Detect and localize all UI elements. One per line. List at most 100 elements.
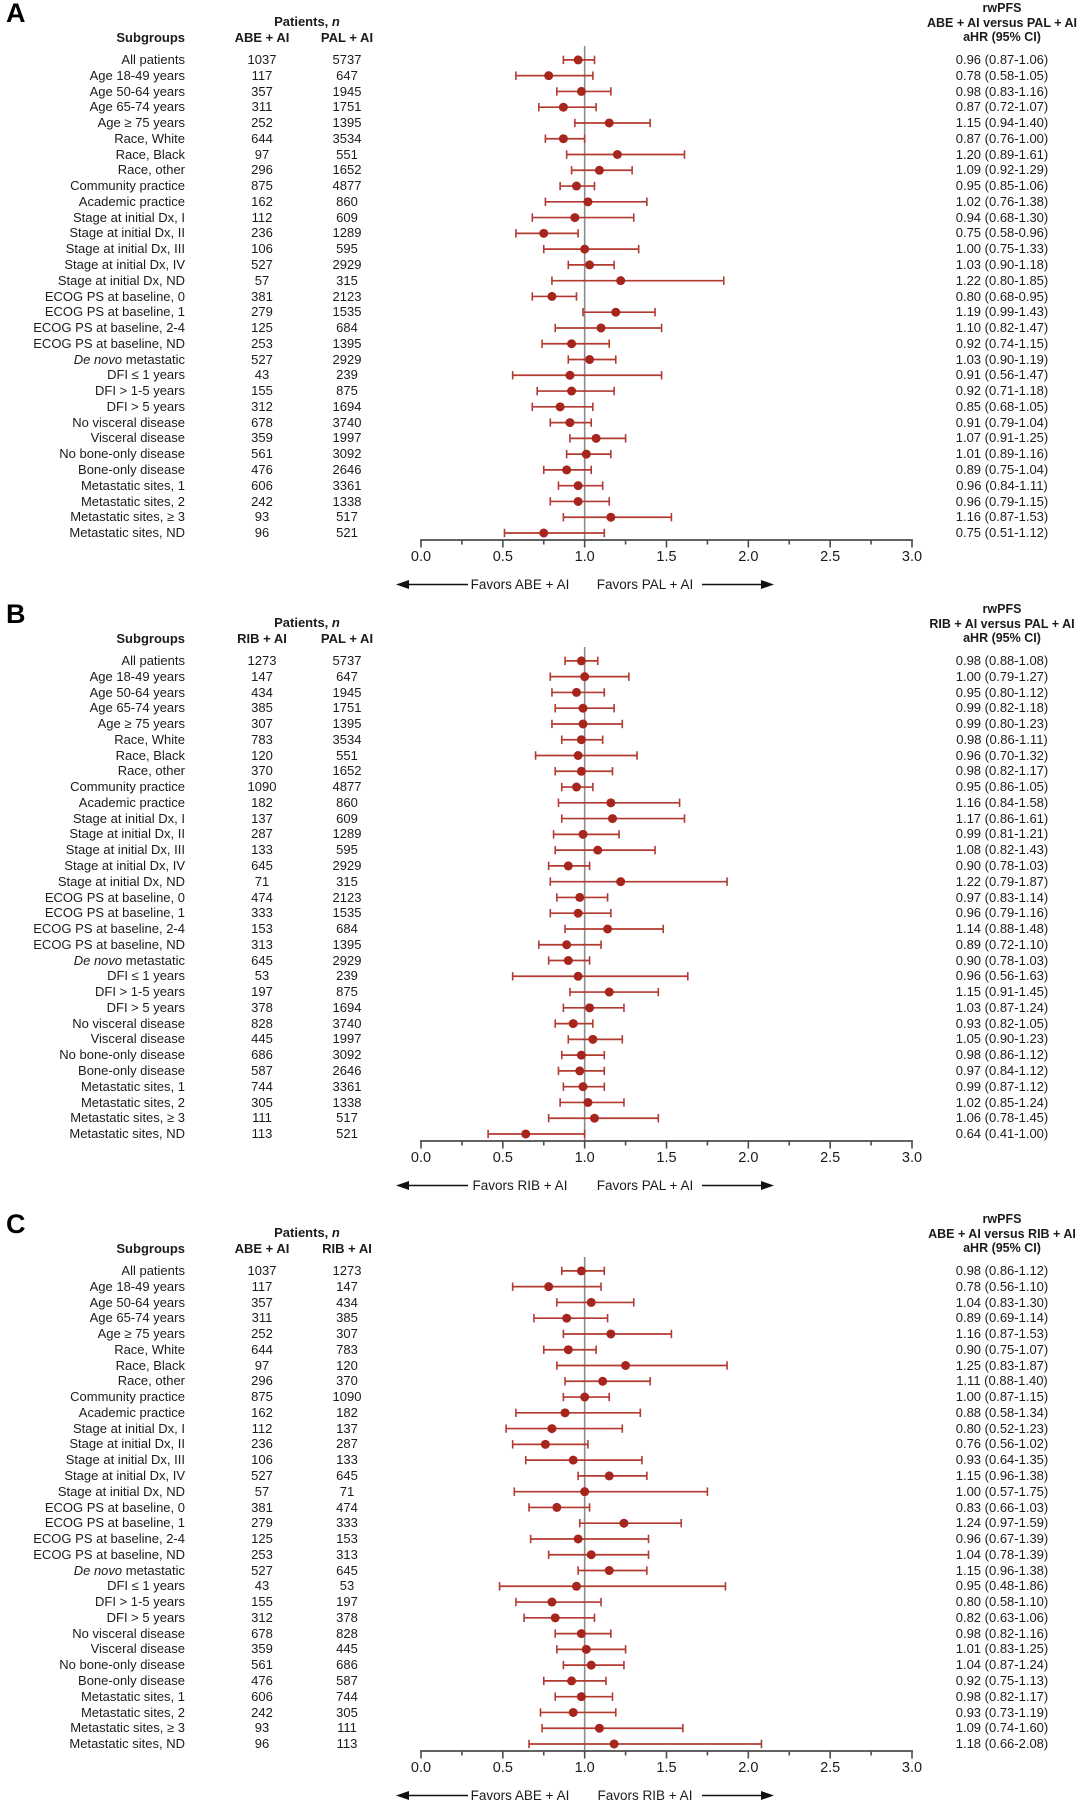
patients-n-col2: 2929 [332, 257, 362, 272]
hr-point-marker [603, 924, 613, 934]
hr-point-marker [621, 1361, 631, 1371]
axis-tick-label: 3.0 [901, 549, 923, 565]
ahr-ci-text: 0.76 (0.56-1.02) [955, 1436, 1049, 1452]
comparison-header: RIB + AI versus PAL + AI [929, 616, 1075, 631]
ahr-ci-text: 0.95 (0.85-1.06) [955, 178, 1049, 194]
patients-n-col1: 287 [251, 826, 273, 842]
subgroup-label: DFI ≤ 1 years [107, 367, 185, 383]
ahr-ci-header: aHR (95% CI) [963, 30, 1041, 44]
hr-point-marker [604, 118, 614, 128]
hr-point-marker [539, 528, 549, 538]
subgroup-row: Community practice 875 1090 1.00 (0.87-1.15… [0, 1389, 1080, 1405]
hr-point-marker [544, 71, 554, 81]
patients-n-col2: 1997 [332, 1031, 362, 1047]
ahr-ci-text: 0.98 (0.82-1.17) [955, 1688, 1049, 1704]
subgroup-label: ECOG PS at baseline, ND [33, 335, 185, 351]
patients-n-col1: 253 [251, 335, 273, 351]
patients-n-col2: 1273 [332, 1263, 362, 1278]
subgroup-label: Metastatic sites, ≥ 3 [70, 509, 185, 525]
subgroup-row: ECOG PS at baseline, 2-4 125 684 1.10 (0.82… [0, 320, 1080, 336]
patients-n-col1: 296 [251, 1373, 273, 1389]
axis-tick-label: 2.0 [738, 549, 759, 565]
ahr-ci-text: 0.87 (0.72-1.07) [955, 99, 1049, 115]
ahr-ci-text: 0.95 (0.86-1.05) [955, 779, 1049, 795]
subgroup-label: DFI > 1-5 years [95, 984, 185, 1000]
ahr-ci-text: 0.98 (0.82-1.16) [955, 1625, 1049, 1641]
subgroup-row: Race, other 296 370 1.11 (0.88-1.40) [0, 1373, 1080, 1389]
patients-n-col2: 1751 [332, 99, 362, 115]
subgroup-row: Stage at initial Dx, IV 527 645 1.15 (0.96-… [0, 1468, 1080, 1484]
subgroup-row: ECOG PS at baseline, 1 279 333 1.24 (0.97-1… [0, 1515, 1080, 1531]
subgroup-label: DFI ≤ 1 years [107, 1578, 185, 1594]
subgroup-label: Age 18-49 years [89, 67, 185, 83]
hr-point-marker [588, 1034, 598, 1044]
hr-point-marker [586, 1550, 596, 1560]
ahr-ci-text: 0.98 (0.86-1.11) [956, 731, 1048, 747]
subgroup-row: Stage at initial Dx, III 133 595 1.08 (0.82… [0, 842, 1080, 858]
hr-point-marker [567, 339, 577, 349]
patients-n-col1: 112 [251, 209, 273, 225]
patients-n-col1: 125 [251, 320, 273, 336]
patients-n-col2: 2929 [332, 952, 362, 968]
patients-n-col1: 644 [251, 1341, 273, 1357]
patients-n-col1: 686 [251, 1047, 273, 1063]
subgroup-label: Stage at initial Dx, III [65, 241, 185, 257]
patients-n-col2: 287 [336, 1436, 358, 1452]
subgroup-row: Age ≥ 75 years 307 1395 0.99 (0.80-1.23) [0, 716, 1080, 732]
hr-point-marker [583, 197, 593, 207]
patients-n-col2: 1652 [332, 162, 362, 178]
subgroup-row: All patients 1037 1273 0.98 (0.86-1.12) [0, 1263, 1080, 1279]
ahr-ci-text: 1.10 (0.82-1.47) [955, 320, 1049, 336]
ahr-ci-text: 0.80 (0.68-0.95) [955, 288, 1049, 304]
patients-n-italic: n [331, 1225, 340, 1240]
patients-n-col1: 97 [254, 146, 270, 162]
subgroup-row: Stage at initial Dx, IV 527 2929 1.03 (0.90… [0, 257, 1080, 273]
subgroup-row: ECOG PS at baseline, 0 474 2123 0.97 (0.83-… [0, 890, 1080, 906]
ahr-ci-text: 1.00 (0.57-1.75) [955, 1483, 1049, 1499]
patients-n-col1: 312 [251, 398, 273, 414]
patients-n-col1: 357 [251, 83, 273, 99]
hr-point-marker [547, 291, 557, 301]
subgroup-row: Academic practice 182 860 1.16 (0.84-1.58) [0, 795, 1080, 811]
subgroup-row: Metastatic sites, 2 305 1338 1.02 (0.85-1.2… [0, 1095, 1080, 1111]
ahr-ci-text: 0.96 (0.87-1.06) [955, 52, 1049, 67]
ahr-ci-text: 0.91 (0.79-1.04) [955, 414, 1049, 430]
subgroup-row: Metastatic sites, ND 96 521 0.75 (0.51-1.12… [0, 525, 1080, 541]
subgroup-label: Age 65-74 years [89, 99, 185, 115]
subgroup-label: De novo metastatic [73, 1562, 185, 1578]
ahr-ci-text: 0.96 (0.79-1.15) [955, 493, 1049, 509]
subgroup-row: All patients 1273 5737 0.98 (0.88-1.08) [0, 653, 1080, 669]
subgroup-row: Stage at initial Dx, III 106 595 1.00 (0.75… [0, 241, 1080, 257]
patients-n-col2: 3092 [332, 446, 362, 462]
forest-plot-canvas [396, 46, 913, 589]
patients-n-col2: 1694 [332, 398, 362, 414]
subgroup-row: De novo metastatic 527 645 1.15 (0.96-1.38) [0, 1563, 1080, 1579]
subgroup-row: Metastatic sites, 2 242 1338 0.96 (0.79-1.1… [0, 494, 1080, 510]
subgroup-row: DFI ≤ 1 years 53 239 0.96 (0.56-1.63) [0, 968, 1080, 984]
subgroup-label: Stage at initial Dx, II [69, 1436, 185, 1452]
subgroup-row: Age 18-49 years 147 647 1.00 (0.79-1.27) [0, 669, 1080, 685]
hr-point-marker [573, 496, 583, 506]
axis-tick-label: 1.5 [656, 1150, 677, 1166]
subgroup-rows: All patients 1037 5737 0.96 (0.87-1.06) Age … [0, 0, 1080, 598]
subgroup-label: Metastatic sites, ND [69, 1126, 185, 1142]
ahr-ci-text: 0.99 (0.80-1.23) [955, 716, 1049, 732]
subgroup-row: Bone-only disease 476 587 0.92 (0.75-1.13) [0, 1673, 1080, 1689]
subgroup-label: Race, Black [115, 747, 185, 763]
subgroup-label: Stage at initial Dx, IV [64, 858, 185, 873]
subgroup-row: DFI > 5 years 378 1694 1.03 (0.87-1.24) [0, 1000, 1080, 1016]
patients-n-col1: 162 [251, 193, 273, 209]
subgroup-label: Stage at initial Dx, IV [64, 1468, 185, 1483]
patients-n-col1: 279 [251, 1515, 273, 1531]
hr-point-marker [578, 703, 588, 713]
patients-n-col2: 4877 [332, 779, 362, 795]
subgroup-label: Age 65-74 years [89, 1310, 185, 1326]
patients-n-col1: 147 [251, 668, 273, 684]
ahr-ci-text: 0.88 (0.58-1.34) [955, 1404, 1049, 1420]
axis-tick-label: 1.0 [574, 1150, 595, 1166]
axis-tick-label: 1.0 [574, 1760, 595, 1776]
subgroup-label: Bone-only disease [78, 1063, 185, 1079]
patients-n-col2: 378 [336, 1609, 358, 1625]
subgroup-label: Race, other [117, 763, 185, 779]
patients-n-col2: 2646 [332, 1063, 362, 1079]
